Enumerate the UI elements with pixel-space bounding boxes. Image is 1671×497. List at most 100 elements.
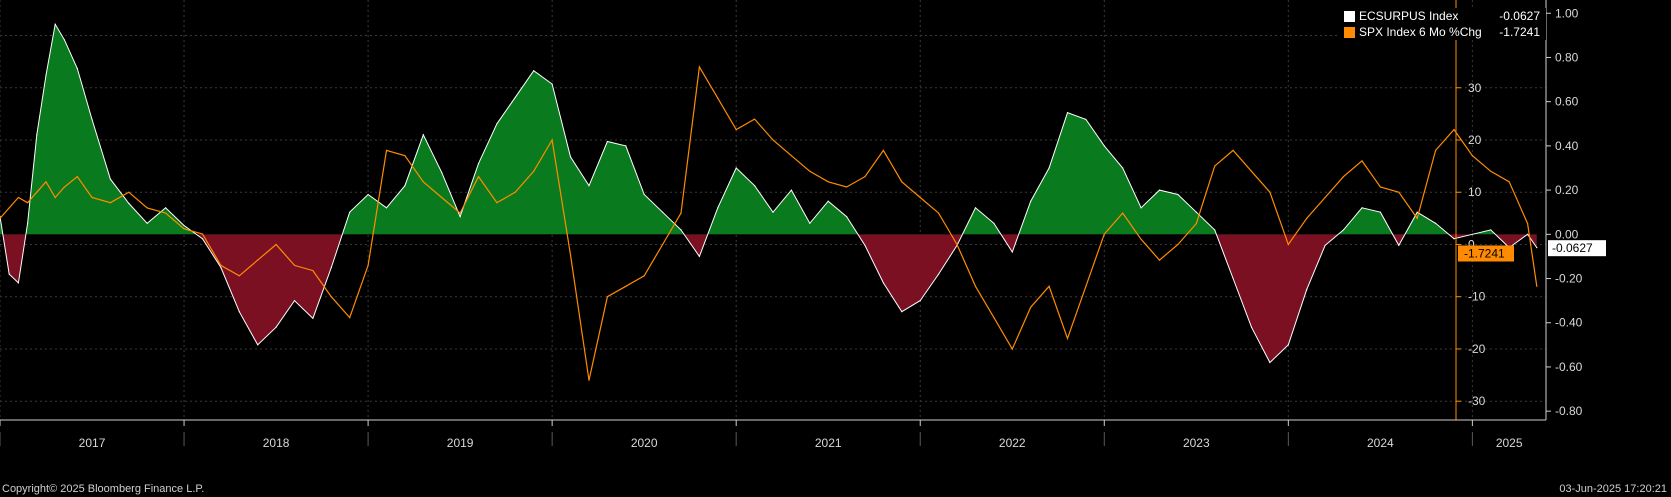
surprise-point (8, 273, 10, 275)
surprise-point (901, 311, 903, 313)
surprise-point (1324, 244, 1326, 246)
spx-point (146, 207, 148, 209)
surprise-point (1527, 233, 1529, 235)
surprise-point (993, 222, 995, 224)
surprise-point (846, 216, 848, 218)
spx-point (1085, 285, 1087, 287)
legend-item-spx: SPX Index 6 Mo %Chg -1.7241 (1340, 24, 1546, 40)
spx-point (275, 243, 277, 246)
spx-point (459, 212, 461, 214)
surprise-point (312, 317, 314, 319)
surprise-point (717, 207, 719, 209)
spx-point (956, 243, 958, 246)
spx-point (680, 212, 682, 214)
spx-point (882, 149, 885, 151)
spx-point (404, 155, 406, 157)
spx-point (588, 379, 590, 381)
surprise-positive-area (0, 24, 1528, 235)
legend-label-ecsurpus: ECSURPUS Index (1359, 9, 1459, 23)
surprise-point (91, 118, 93, 120)
surprise-point (514, 96, 516, 98)
spx-point (8, 207, 10, 209)
spx-point (514, 191, 516, 193)
spx-point (1250, 170, 1253, 172)
spx-point (349, 317, 351, 319)
spx-point (1103, 233, 1105, 235)
spx-point (1158, 259, 1161, 261)
spx-point (1490, 170, 1492, 172)
surprise-point (1361, 207, 1363, 209)
right-axis-tick-label: 0.60 (1555, 95, 1579, 109)
surprise-point (477, 163, 480, 165)
x-axis-tick-label: 2022 (999, 436, 1026, 450)
spx-point (533, 170, 535, 172)
spx-point (1066, 337, 1069, 340)
right-axis-tick-label: 1.00 (1555, 6, 1579, 20)
spx-point (606, 296, 609, 298)
surprise-point (441, 171, 443, 173)
spx-point (109, 202, 111, 204)
spx-point (17, 196, 19, 199)
surprise-point (754, 185, 756, 187)
surprise-point (330, 266, 332, 269)
surprise-negative-area (0, 234, 1537, 363)
spx-point (477, 176, 480, 178)
surprise-point (827, 200, 829, 202)
spx-point (551, 139, 553, 141)
left-axis-tick-label: 0 (1468, 237, 1475, 251)
spx-point (846, 186, 848, 188)
surprise-point (27, 222, 29, 224)
spx-point (1195, 223, 1197, 225)
legend-item-ecsurpus: ECSURPUS Index -0.0627 (1340, 8, 1546, 24)
surprise-point (1342, 229, 1345, 231)
surprise-point (1453, 238, 1455, 240)
spx-point (183, 228, 185, 230)
surprise-point (349, 211, 351, 213)
surprise-point (551, 83, 553, 85)
right-axis-tick-label: 0.40 (1555, 139, 1579, 153)
spx-point (1048, 285, 1050, 287)
surprise-point (662, 211, 664, 213)
spx-point (938, 212, 940, 214)
surprise-point (1195, 211, 1197, 213)
x-axis-tick-label: 2023 (1183, 436, 1210, 450)
spx-point (1306, 217, 1308, 219)
spx-point (91, 196, 93, 199)
spx-point (1287, 243, 1289, 246)
spx-point (864, 176, 866, 178)
surprise-point (864, 244, 866, 246)
spx-point (128, 191, 130, 193)
spx-point (1269, 191, 1271, 193)
spx-point (441, 196, 443, 199)
surprise-point (183, 224, 185, 227)
spx-point (698, 66, 701, 68)
surprise-point (36, 134, 38, 136)
spx-point (1398, 191, 1400, 193)
surprise-last-value-tag (1548, 240, 1606, 257)
surprise-point (385, 207, 388, 209)
axes: 403020100-10-20-301.000.800.600.400.200.… (1455, 0, 1606, 420)
surprise-point (1471, 233, 1473, 235)
surprise-point (17, 282, 19, 284)
x-axis-tick-label: 2019 (447, 436, 474, 450)
spx-point (1471, 155, 1473, 157)
spx-point (809, 170, 811, 172)
spx-point (496, 202, 498, 204)
surprise-area (0, 22, 1538, 364)
spx-point (1177, 243, 1179, 246)
surprise-point (882, 282, 885, 284)
surprise-point (275, 326, 277, 328)
right-axis-tick-label: -0.60 (1555, 360, 1583, 374)
x-axis-tick-label: 2018 (263, 436, 290, 450)
spx-point (735, 129, 737, 131)
spx-point (919, 196, 921, 199)
spx-point (422, 181, 424, 183)
left-axis-tick-label: -20 (1468, 342, 1486, 356)
spx-point (1122, 212, 1124, 214)
spx-point (662, 243, 664, 246)
surprise-point (1536, 247, 1538, 249)
spx-point (330, 296, 332, 298)
surprise-point (238, 311, 240, 313)
surprise-point (1435, 222, 1437, 224)
